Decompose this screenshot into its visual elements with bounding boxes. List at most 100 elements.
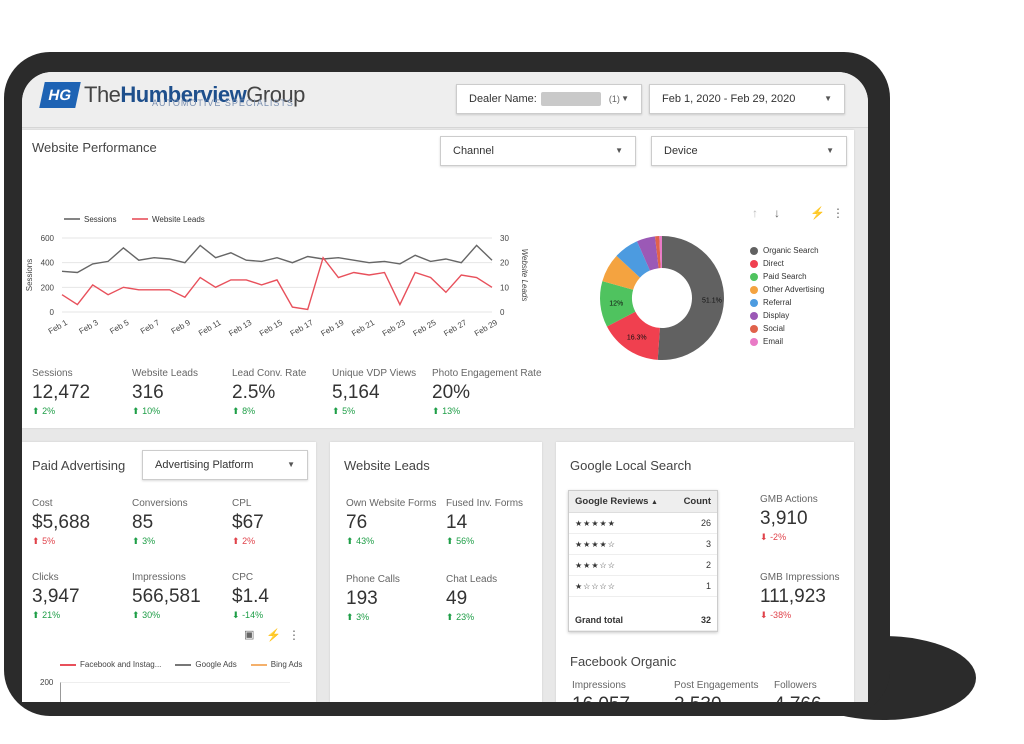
table-row[interactable]: ★☆☆☆☆ 1 — [569, 575, 717, 597]
legend-item: Facebook and Instag... — [60, 660, 161, 669]
y-tick-label: 200 — [40, 678, 54, 687]
star-rating: ★☆☆☆☆ — [569, 575, 674, 597]
donut-slice-organic-search[interactable] — [657, 236, 725, 360]
logo-wordmark: TheHumberviewGroup — [84, 82, 305, 107]
dealer-count: (1) — [608, 94, 620, 104]
donut-slice-direct[interactable] — [606, 311, 660, 360]
x-tick-label: Feb 21 — [350, 318, 377, 339]
donut-slice-display[interactable] — [637, 236, 659, 271]
count-column-header[interactable]: Count — [673, 491, 717, 513]
reviews-column-header[interactable]: Google Reviews ▲ — [569, 491, 674, 513]
logo-tagline: AUTOMOTIVE SPECIALISTS — [152, 98, 294, 108]
grand-total-value: 32 — [673, 596, 717, 631]
advertising-platform-label: Advertising Platform — [155, 459, 254, 471]
website-leads-title: Website Leads — [344, 458, 430, 473]
x-tick-label: Feb 19 — [319, 318, 346, 339]
website-performance-card: Website Performance Channel ▼ Device ▼ 0… — [22, 130, 854, 428]
legend-item[interactable]: Referral — [750, 296, 824, 309]
review-count: 26 — [673, 512, 717, 534]
slice-label: 51.1% — [702, 298, 722, 305]
donut-slice-social[interactable] — [655, 236, 661, 269]
slice-label: 16.3% — [627, 334, 647, 341]
dashboard-header: HG TheHumberviewGroup AUTOMOTIVE SPECIAL… — [22, 72, 868, 128]
y2-tick-label: 20 — [500, 259, 509, 268]
gmb-actions-metric: GMB Actions 3,910 ⬇ -2% — [760, 494, 818, 542]
more-options-icon[interactable]: ⋮ — [832, 206, 844, 220]
x-tick-label: Feb 9 — [170, 318, 193, 336]
channel-filter[interactable]: Channel ▼ — [440, 136, 636, 166]
table-row[interactable]: ★★★☆☆ 2 — [569, 554, 717, 576]
chevron-down-icon: ▼ — [621, 94, 629, 103]
legend-dot — [750, 272, 758, 281]
lightning-icon[interactable]: ⚡ — [810, 206, 825, 220]
metric: Post Engagements 2,530 — [674, 680, 759, 702]
metric: Fused Inv. Forms 14 ⬆ 56% — [446, 498, 524, 546]
gmb-impressions-metric: GMB Impressions 111,923 ⬇ -38% — [760, 572, 840, 620]
lightning-icon[interactable]: ⚡ — [266, 628, 281, 642]
legend-item[interactable]: Direct — [750, 257, 824, 270]
metric: Own Website Forms 76 ⬆ 43% — [346, 498, 437, 546]
device-filter[interactable]: Device ▼ — [651, 136, 847, 166]
legend-dot — [750, 311, 758, 320]
logo: HG TheHumberviewGroup — [39, 82, 305, 108]
dealer-filter[interactable]: Dealer Name: (1) ▼ — [456, 84, 642, 114]
legend-label: Sessions — [84, 215, 116, 224]
google-local-search-card: Google Local Search Google Reviews ▲ Cou… — [556, 442, 854, 702]
y-tick-label: 200 — [41, 283, 55, 292]
arrow-up-icon: ⬆ — [132, 536, 140, 546]
google-local-search-title: Google Local Search — [570, 458, 692, 473]
redacted-dealer-name — [540, 92, 601, 106]
logo-badge: HG — [39, 82, 81, 108]
legend-dot — [750, 324, 758, 333]
donut-slice-other-advertising[interactable] — [602, 255, 641, 290]
star-rating: ★★★★★ — [569, 512, 674, 534]
metric: Photo Engagement Rate 20% ⬆ 13% — [432, 368, 542, 416]
metric: Phone Calls 193 ⬆ 3% — [346, 574, 400, 622]
metric: Chat Leads 49 ⬆ 23% — [446, 574, 498, 622]
y-tick-label: 600 — [41, 234, 55, 243]
channel-donut-chart: 51.1% 16.3% 12% — [600, 236, 725, 360]
chevron-down-icon: ▼ — [826, 146, 834, 155]
arrow-up-icon: ⬆ — [432, 406, 440, 416]
advertising-platform-filter[interactable]: Advertising Platform ▼ — [142, 450, 308, 480]
donut-slice-paid-search[interactable] — [600, 281, 636, 327]
review-count: 2 — [673, 554, 717, 576]
arrow-up-icon: ⬆ — [32, 536, 40, 546]
y-axis-label: Sessions — [25, 259, 34, 291]
legend-dot — [750, 337, 758, 346]
arrow-up-icon: ⬆ — [132, 610, 140, 620]
arrow-down-icon: ⬇ — [760, 532, 768, 542]
more-options-icon[interactable]: ⋮ — [288, 628, 300, 642]
y2-tick-label: 30 — [500, 234, 509, 243]
x-tick-label: Feb 5 — [108, 318, 131, 336]
legend-dot — [750, 285, 758, 294]
legend-item[interactable]: Paid Search — [750, 270, 824, 283]
legend-item: Google Ads — [175, 660, 237, 669]
star-rating: ★★★★☆ — [569, 533, 674, 555]
table-row[interactable]: ★★★★☆ 3 — [569, 533, 717, 555]
metric: Impressions 16,057 — [572, 680, 630, 702]
legend-item[interactable]: Email — [750, 335, 824, 348]
metric: Lead Conv. Rate 2.5% ⬆ 8% — [232, 368, 307, 416]
metric: Clicks 3,947 ⬆ 21% — [32, 572, 80, 620]
sort-up-icon[interactable]: ↑ — [752, 206, 758, 220]
donut-slice-email[interactable] — [659, 236, 662, 269]
x-tick-label: Feb 27 — [442, 318, 469, 339]
chevron-down-icon: ▼ — [287, 460, 295, 469]
legend-dot — [750, 298, 758, 307]
legend-item[interactable]: Organic Search — [750, 244, 824, 257]
legend-item[interactable]: Display — [750, 309, 824, 322]
paid-advertising-chart-area — [60, 682, 290, 702]
arrow-up-icon: ⬆ — [446, 612, 454, 622]
table-row[interactable]: ★★★★★ 26 — [569, 512, 717, 534]
review-count: 3 — [673, 533, 717, 555]
sort-down-icon[interactable]: ↓ — [774, 206, 780, 220]
donut-slice-referral[interactable] — [616, 241, 650, 278]
legend-label: Website Leads — [152, 215, 205, 224]
date-range-value: Feb 1, 2020 - Feb 29, 2020 — [662, 93, 796, 105]
date-range-filter[interactable]: Feb 1, 2020 - Feb 29, 2020 ▼ — [649, 84, 845, 114]
chart-explore-icon[interactable]: ▣ — [244, 629, 255, 641]
x-tick-label: Feb 7 — [139, 318, 162, 336]
legend-item[interactable]: Other Advertising — [750, 283, 824, 296]
legend-item[interactable]: Social — [750, 322, 824, 335]
